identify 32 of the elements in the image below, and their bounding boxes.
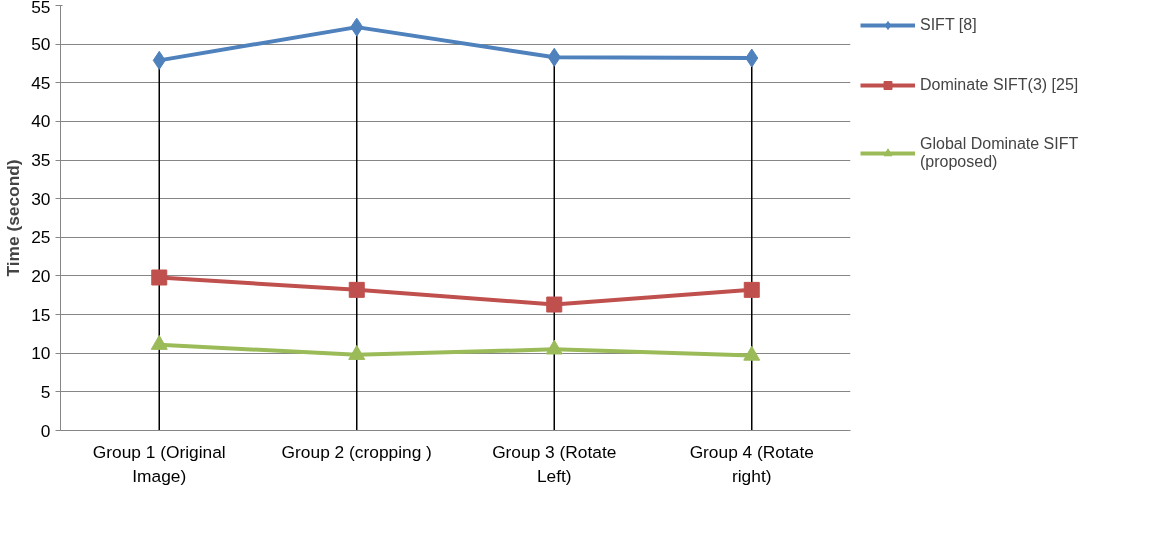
y-tick-label: 15 [31, 304, 51, 325]
point [743, 281, 760, 298]
point [348, 281, 365, 298]
y-tick-label: 50 [31, 34, 51, 55]
point [545, 339, 563, 355]
x-tick-label: Group 1 (Original Image) [92, 441, 226, 486]
point [348, 345, 366, 360]
legend-label: Dominate SIFT(3) [25] [920, 76, 1080, 94]
point [151, 269, 168, 286]
y-tick-label: 40 [31, 111, 51, 132]
y-tick-label: 5 [40, 381, 51, 402]
y-tick-label: 45 [31, 72, 51, 93]
legend-label: SIFT [8] [920, 16, 978, 34]
point [745, 48, 759, 68]
point [350, 17, 364, 37]
x-tick-label: Group 3 (Rotate Left) [492, 441, 617, 486]
y-tick-label: 30 [31, 188, 51, 209]
point [546, 296, 563, 313]
y-tick-label: 35 [31, 150, 51, 171]
x-tick-label: Group 2 (cropping ) [281, 441, 432, 462]
point [743, 345, 761, 361]
legend-label: Global Dominate SIFT (proposed) [920, 135, 1080, 171]
point [150, 334, 168, 350]
y-tick-label: 10 [31, 343, 51, 364]
x-tick-label: Group 4 (Rotate right) [689, 441, 814, 486]
y-axis-title: Time (second) [3, 159, 24, 277]
point [547, 47, 561, 67]
y-tick-label: 20 [31, 265, 51, 286]
y-tick-label: 25 [31, 227, 51, 248]
y-tick-label: 0 [40, 420, 51, 441]
y-tick-label: 55 [31, 0, 51, 17]
point [152, 50, 166, 70]
